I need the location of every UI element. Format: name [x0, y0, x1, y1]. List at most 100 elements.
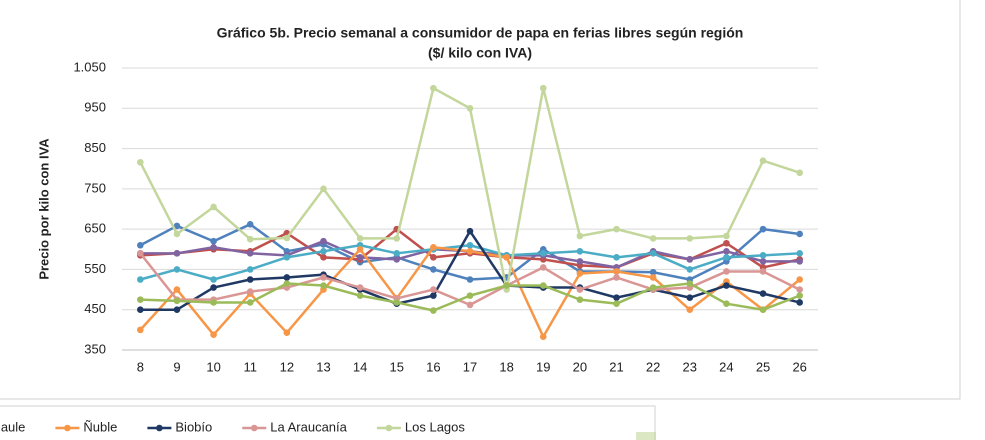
point — [613, 268, 620, 275]
point — [686, 235, 694, 242]
point — [246, 250, 254, 257]
point — [576, 296, 584, 303]
point — [649, 284, 657, 291]
point — [613, 294, 620, 301]
chart-title: Gráfico 5b. Precio semanal a consumidor … — [217, 25, 744, 41]
point — [649, 274, 657, 281]
point — [393, 256, 401, 263]
point — [759, 258, 767, 265]
point — [246, 276, 254, 283]
point — [686, 266, 694, 273]
point — [576, 248, 584, 255]
x-tick-label: 16 — [426, 359, 440, 374]
point — [759, 157, 767, 164]
point — [320, 248, 327, 255]
point — [686, 306, 694, 314]
chart-subtitle: ($/ kilo con IVA) — [428, 45, 532, 61]
point — [210, 203, 217, 211]
x-tick-label: 14 — [353, 359, 367, 374]
point — [137, 241, 144, 249]
point — [283, 280, 291, 287]
y-tick-label: 750 — [84, 180, 106, 195]
point — [759, 290, 767, 297]
x-tick-label: 13 — [316, 359, 330, 374]
point — [613, 254, 620, 261]
x-tick-label: 24 — [719, 359, 733, 374]
legend-label: Los Lagos — [405, 419, 465, 434]
point — [430, 286, 437, 293]
point — [796, 286, 803, 293]
point — [613, 274, 620, 281]
point — [430, 266, 437, 273]
point — [356, 235, 364, 242]
x-tick-label: 8 — [137, 359, 144, 374]
point — [173, 306, 181, 314]
point — [246, 288, 254, 295]
point — [503, 282, 510, 289]
legend-fragment — [636, 432, 656, 440]
point — [686, 294, 694, 301]
x-tick-label: 21 — [609, 359, 623, 374]
point — [796, 276, 803, 283]
x-tick-label: 10 — [206, 359, 220, 374]
point — [283, 329, 291, 336]
point — [466, 276, 474, 283]
legend-label: Biobío — [175, 419, 212, 434]
legend-marker — [250, 424, 258, 432]
point — [173, 297, 181, 305]
point — [796, 258, 803, 265]
point — [210, 243, 217, 251]
x-tick-label: 25 — [756, 359, 770, 374]
point — [137, 296, 144, 303]
legend-marker — [385, 424, 393, 432]
x-tick-label: 20 — [573, 359, 587, 374]
point — [173, 266, 181, 273]
point — [210, 331, 217, 338]
point — [393, 235, 401, 242]
point — [137, 276, 144, 283]
point — [246, 221, 254, 228]
x-tick-label: 17 — [463, 359, 477, 374]
point — [539, 250, 547, 257]
y-tick-label: 350 — [84, 341, 106, 356]
point — [576, 232, 584, 240]
legend-label: La Araucanía — [270, 419, 347, 434]
point — [466, 248, 474, 255]
point — [283, 234, 291, 242]
point — [466, 104, 474, 112]
point — [320, 282, 327, 289]
point — [539, 84, 547, 92]
point — [430, 307, 437, 314]
point — [173, 230, 181, 238]
point — [686, 256, 694, 263]
point — [137, 158, 144, 166]
point — [759, 268, 767, 275]
point — [796, 230, 803, 238]
point — [210, 299, 217, 306]
point — [137, 250, 144, 257]
point — [283, 274, 291, 281]
point — [723, 300, 730, 307]
point — [137, 306, 144, 314]
point — [759, 252, 767, 259]
point — [356, 245, 364, 253]
point — [686, 280, 694, 287]
legend-marker — [156, 424, 163, 432]
point — [576, 258, 584, 265]
point — [356, 284, 364, 291]
point — [723, 239, 730, 247]
point — [649, 235, 657, 242]
point — [320, 274, 327, 281]
point — [430, 254, 437, 261]
point — [246, 299, 254, 306]
y-tick-label: 650 — [84, 221, 106, 236]
y-tick-label: 1.050 — [73, 59, 106, 74]
point — [320, 237, 327, 245]
point — [539, 282, 547, 289]
point — [723, 254, 730, 261]
point — [723, 232, 730, 240]
point — [283, 254, 291, 261]
x-tick-label: 23 — [683, 359, 697, 374]
point — [796, 299, 803, 306]
point — [173, 286, 181, 293]
